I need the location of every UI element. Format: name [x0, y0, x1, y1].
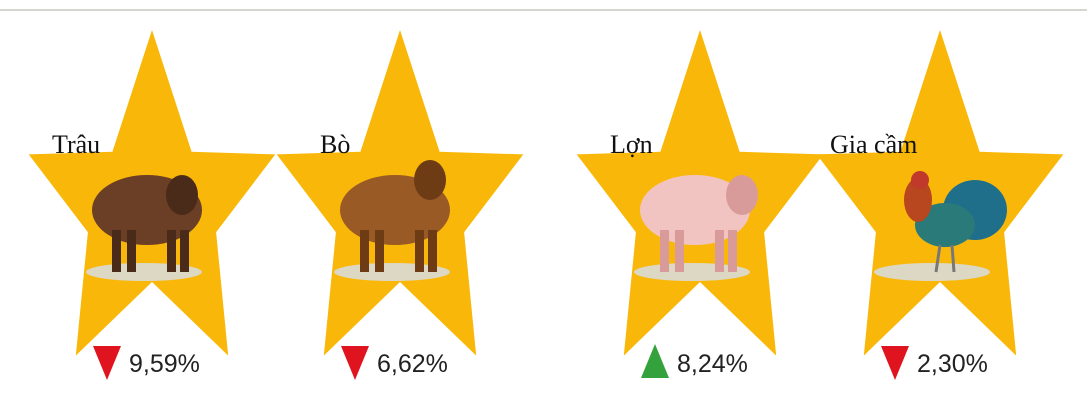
item-label: Trâu	[52, 130, 100, 159]
star	[817, 30, 1064, 356]
item-label: Lợn	[610, 130, 653, 159]
animal-leg	[127, 230, 136, 272]
animal-leg	[428, 230, 437, 272]
animal-head	[414, 160, 446, 200]
change-value: 9,59%	[129, 350, 200, 378]
animal-leg	[375, 230, 384, 272]
change-value: 8,24%	[677, 350, 748, 378]
animal-leg	[715, 230, 724, 272]
animal-leg	[180, 230, 189, 272]
animal-head	[911, 171, 929, 189]
animal-leg	[167, 230, 176, 272]
animal-leg	[952, 245, 954, 272]
animal-head	[726, 175, 758, 215]
item-card: Trâu 9,59%	[29, 30, 276, 380]
animal-leg	[728, 230, 737, 272]
animal-head	[166, 175, 198, 215]
up-arrow	[641, 344, 669, 378]
animal-leg	[675, 230, 684, 272]
item-card: Bò 6,62%	[277, 30, 524, 380]
animal-leg	[112, 230, 121, 272]
animal-leg	[415, 230, 424, 272]
down-arrow	[881, 346, 909, 380]
animal-leg	[660, 230, 669, 272]
down-arrow	[341, 346, 369, 380]
animal-leg	[360, 230, 369, 272]
animal-shadow	[874, 263, 990, 281]
item-card: Lợn 8,24%	[577, 30, 824, 378]
down-arrow	[93, 346, 121, 380]
change-value: 2,30%	[917, 350, 988, 378]
item-label: Gia cầm	[830, 130, 917, 159]
item-card: Gia cầm 2,30%	[817, 30, 1064, 380]
change-value: 6,62%	[377, 350, 448, 378]
infographic: Trâu 9,59% Bò 6,62% Lợn 8,24% Gia cầm 2,30%	[0, 0, 1087, 403]
item-label: Bò	[320, 130, 350, 159]
